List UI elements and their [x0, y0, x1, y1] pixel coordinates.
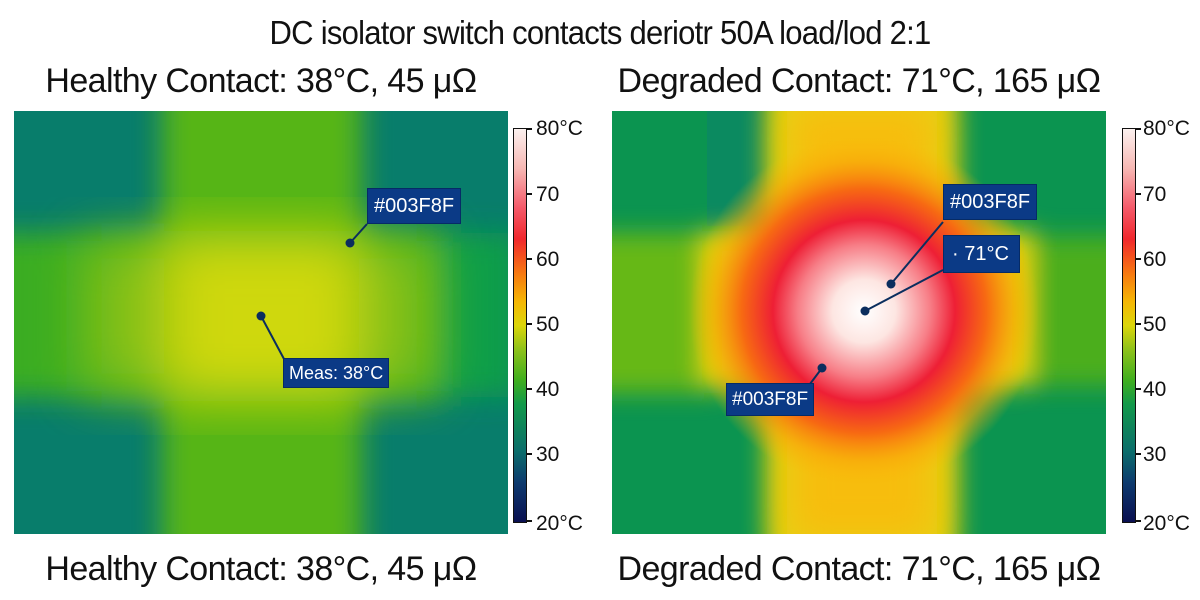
healthy-colorbar	[513, 128, 527, 523]
degraded-annotation-color-bottom: #003F8F	[726, 383, 815, 416]
tick-label-60: 60	[536, 248, 560, 271]
tick-label-50: 50	[536, 313, 560, 336]
tick-label-20: 20°C	[1143, 512, 1190, 535]
tick-label-20: 20°C	[536, 512, 583, 535]
tick-label-70: 70	[536, 183, 560, 206]
healthy-annotation-color: #003F8F	[367, 188, 462, 224]
degraded-heatmap	[612, 111, 1106, 534]
degraded-subtitle: Degraded Contact: 71°C, 165 μΩ	[617, 62, 1101, 100]
tick-label-50: 50	[1143, 313, 1167, 336]
tick-label-70: 70	[1143, 183, 1167, 206]
tick-label-80: 80°C	[1143, 117, 1190, 140]
tick-label-30: 30	[536, 443, 560, 466]
tick-label-30: 30	[1143, 443, 1167, 466]
degraded-annotation-color-top: #003F8F	[943, 184, 1038, 220]
tick-label-40: 40	[1143, 378, 1167, 401]
tick-label-60: 60	[1143, 248, 1167, 271]
healthy-heatmap	[14, 111, 508, 534]
chart-title: DC isolator switch contacts deriotr 50A …	[269, 14, 932, 51]
tick-label-40: 40	[536, 378, 560, 401]
degraded-annotation-measurement: · 71°C	[943, 235, 1020, 273]
healthy-caption: Healthy Contact: 38°C, 45 μΩ	[45, 550, 477, 588]
healthy-annotation-measurement: Meas: 38°C	[283, 358, 390, 388]
degraded-colorbar	[1122, 128, 1136, 523]
degraded-caption: Degraded Contact: 71°C, 165 μΩ	[617, 550, 1101, 588]
healthy-subtitle: Healthy Contact: 38°C, 45 μΩ	[45, 62, 477, 100]
tick-label-80: 80°C	[536, 117, 583, 140]
